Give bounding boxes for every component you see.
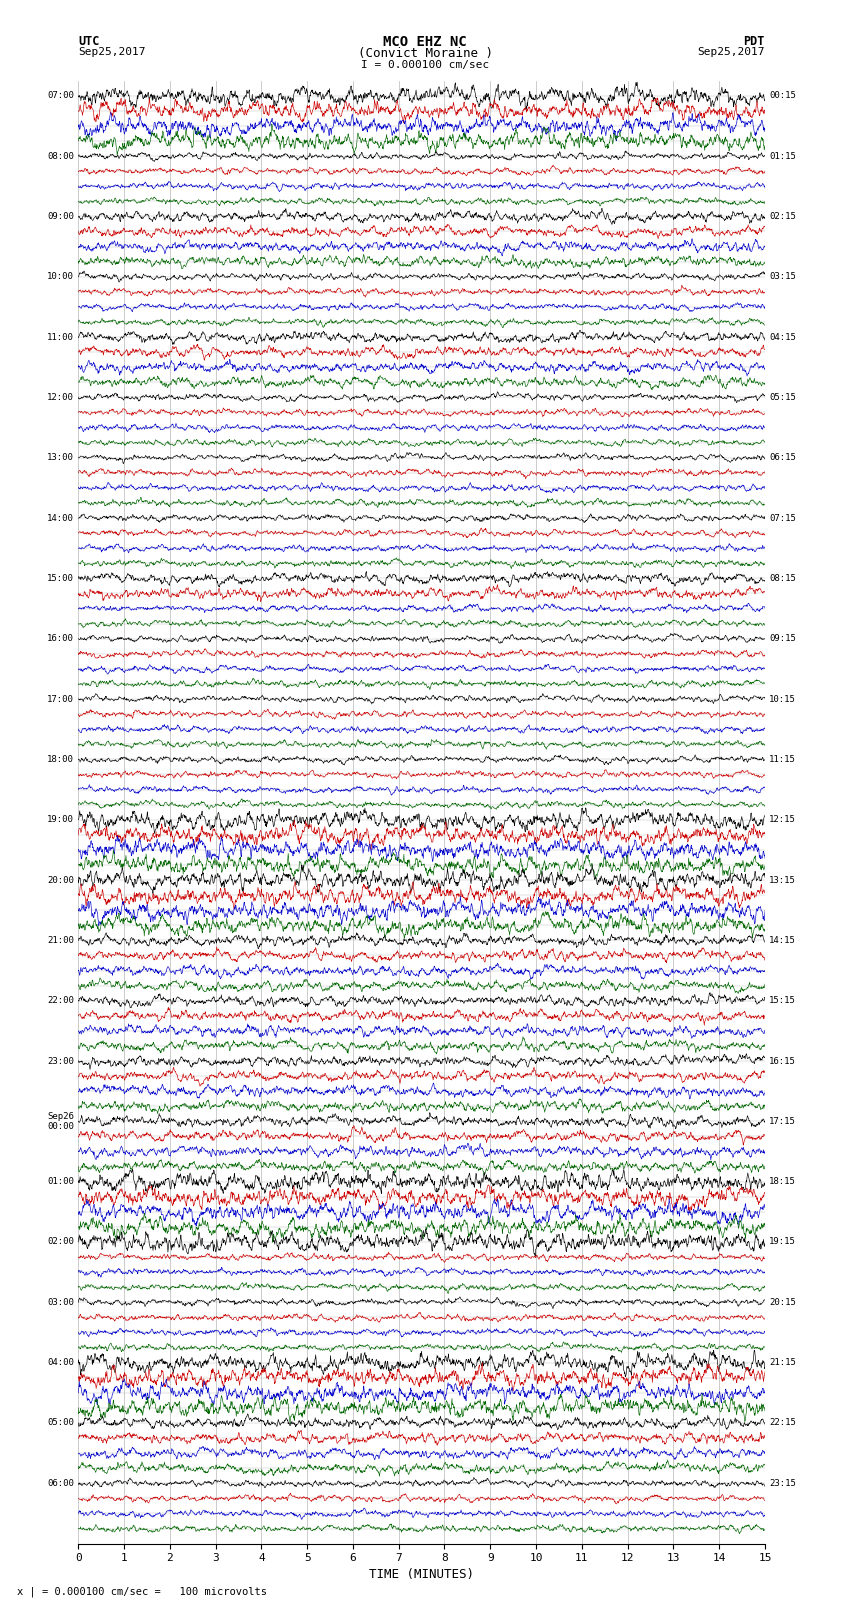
Text: 03:15: 03:15 [769,273,796,281]
Text: 08:15: 08:15 [769,574,796,582]
Text: 20:15: 20:15 [769,1298,796,1307]
Text: 10:15: 10:15 [769,695,796,703]
Text: PDT: PDT [744,35,765,48]
Text: 07:00: 07:00 [47,92,74,100]
Text: 18:00: 18:00 [47,755,74,765]
Text: 18:15: 18:15 [769,1177,796,1186]
Text: (Convict Moraine ): (Convict Moraine ) [358,47,492,60]
Text: 06:00: 06:00 [47,1479,74,1487]
Text: 15:00: 15:00 [47,574,74,582]
Text: 09:15: 09:15 [769,634,796,644]
Text: 05:00: 05:00 [47,1418,74,1428]
Text: 12:00: 12:00 [47,394,74,402]
Text: 16:00: 16:00 [47,634,74,644]
Text: 09:00: 09:00 [47,211,74,221]
Text: 03:00: 03:00 [47,1298,74,1307]
Text: 04:15: 04:15 [769,332,796,342]
Text: 23:15: 23:15 [769,1479,796,1487]
Text: 22:15: 22:15 [769,1418,796,1428]
Text: 20:00: 20:00 [47,876,74,884]
Text: 08:00: 08:00 [47,152,74,161]
Text: 02:00: 02:00 [47,1237,74,1247]
Text: 10:00: 10:00 [47,273,74,281]
Text: MCO EHZ NC: MCO EHZ NC [383,35,467,50]
Text: 12:15: 12:15 [769,815,796,824]
Text: UTC: UTC [78,35,99,48]
Text: 16:15: 16:15 [769,1057,796,1066]
Text: 02:15: 02:15 [769,211,796,221]
Text: 19:15: 19:15 [769,1237,796,1247]
Text: 01:00: 01:00 [47,1177,74,1186]
Text: 23:00: 23:00 [47,1057,74,1066]
Text: Sep25,2017: Sep25,2017 [698,47,765,56]
Text: 19:00: 19:00 [47,815,74,824]
Text: 14:00: 14:00 [47,513,74,523]
Text: 21:15: 21:15 [769,1358,796,1368]
Text: Sep25,2017: Sep25,2017 [78,47,145,56]
Text: x | = 0.000100 cm/sec =   100 microvolts: x | = 0.000100 cm/sec = 100 microvolts [17,1586,267,1597]
Text: Sep26
00:00: Sep26 00:00 [47,1111,74,1131]
Text: 01:15: 01:15 [769,152,796,161]
X-axis label: TIME (MINUTES): TIME (MINUTES) [369,1568,474,1581]
Text: 11:15: 11:15 [769,755,796,765]
Text: 22:00: 22:00 [47,997,74,1005]
Text: 15:15: 15:15 [769,997,796,1005]
Text: 11:00: 11:00 [47,332,74,342]
Text: 06:15: 06:15 [769,453,796,463]
Text: 17:00: 17:00 [47,695,74,703]
Text: 07:15: 07:15 [769,513,796,523]
Text: 14:15: 14:15 [769,936,796,945]
Text: 21:00: 21:00 [47,936,74,945]
Text: 13:15: 13:15 [769,876,796,884]
Text: 13:00: 13:00 [47,453,74,463]
Text: I = 0.000100 cm/sec: I = 0.000100 cm/sec [361,60,489,69]
Text: 00:15: 00:15 [769,92,796,100]
Text: 05:15: 05:15 [769,394,796,402]
Text: 04:00: 04:00 [47,1358,74,1368]
Text: 17:15: 17:15 [769,1116,796,1126]
